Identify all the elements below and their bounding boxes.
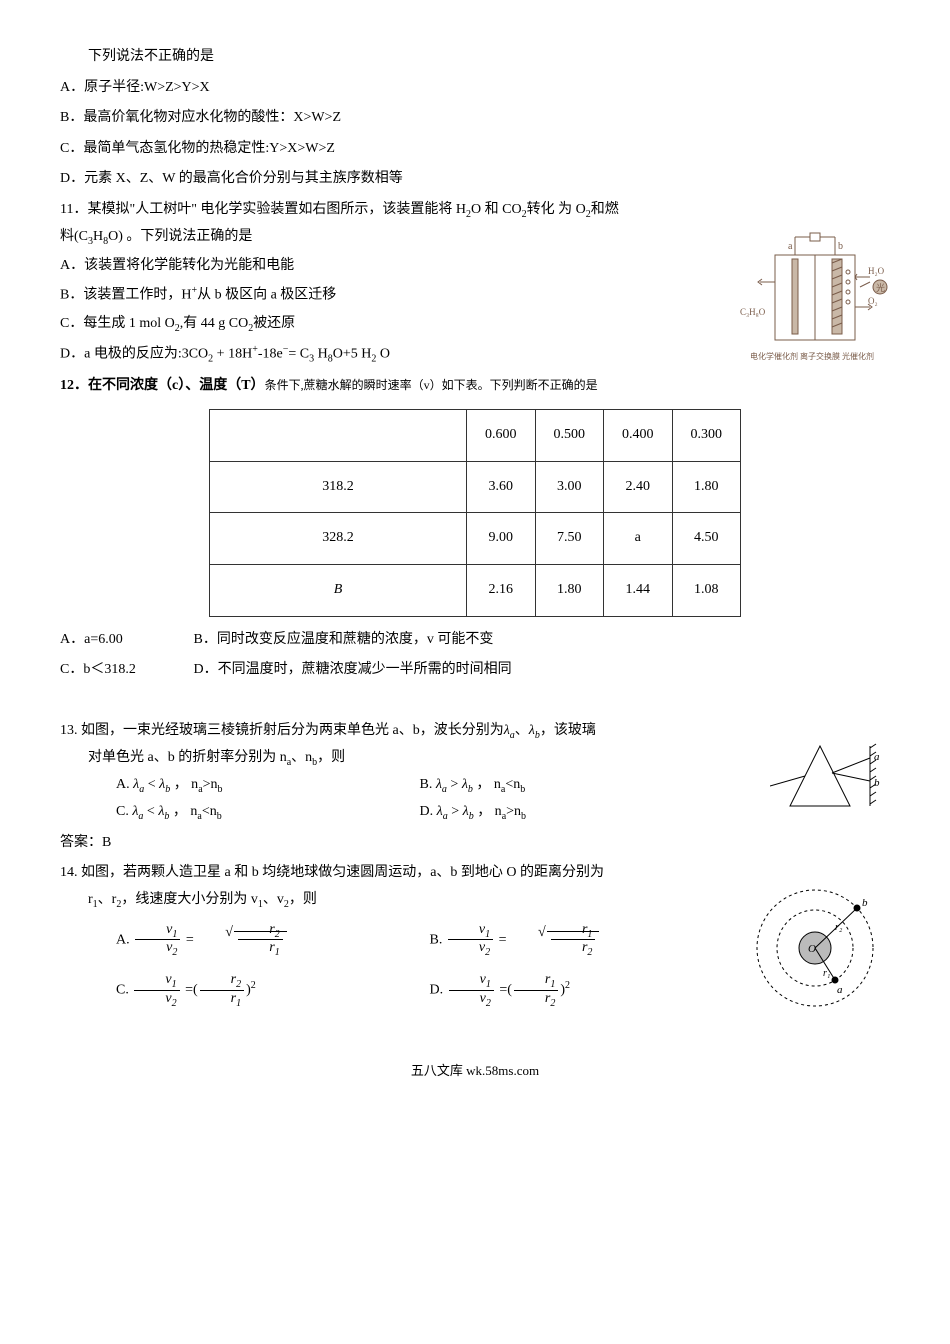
- q14-diagram: O a b r₁ r₂: [755, 878, 890, 1013]
- q13-answer: 答案：B: [60, 830, 890, 857]
- q12-options-row1: A．a=6.00 B．同时改变反应温度和蔗糖的浓度，v 可能不变: [60, 627, 890, 654]
- table-header-row: 0.600 0.500 0.400 0.300: [210, 410, 741, 462]
- svg-text:H₂O: H₂O: [868, 266, 885, 276]
- q10-stem: 下列说法不正确的是: [60, 44, 890, 71]
- q13-stem-l2: 对单色光 a、b 的折射率分别为 na、nb，则: [60, 745, 890, 772]
- svg-text:光: 光: [876, 282, 885, 293]
- q10-option-c: C．最简单气态氢化物的热稳定性:Y>X>W>Z: [60, 136, 890, 163]
- svg-text:a: a: [874, 751, 880, 763]
- q13-block: 13. 如图，一束光经玻璃三棱镜折射后分为两束单色光 a、b，波长分别为λa、λ…: [60, 718, 890, 825]
- page-footer: 五八文库 wk.58ms.com: [60, 1059, 890, 1084]
- q11-diagram: a b C₃H₈O H₂O O₂: [740, 227, 890, 367]
- svg-text:r₁: r₁: [823, 968, 830, 979]
- q12-table: 0.600 0.500 0.400 0.300 318.2 3.60 3.00 …: [209, 409, 741, 616]
- q13-diagram: a b: [770, 736, 890, 826]
- q10-option-d: D．元素 X、Z、W 的最高化合价分别与其主族序数相等: [60, 166, 890, 193]
- q13-stem-l1: 13. 如图，一束光经玻璃三棱镜折射后分为两束单色光 a、b，波长分别为λa、λ…: [60, 718, 890, 745]
- svg-text:b: b: [862, 897, 868, 909]
- svg-text:r₂: r₂: [835, 922, 843, 933]
- q11-diagram-caption: 电化学催化剂 离子交换膜 光催化剂: [750, 351, 874, 361]
- q11-block: 11．某模拟"人工树叶" 电化学实验装置如右图所示，该装置能将 H2O 和 CO…: [60, 197, 890, 369]
- svg-text:O: O: [808, 943, 816, 955]
- q12-options-row2: C．b＜318.2 D．不同温度时，蔗糖浓度减少一半所需的时间相同: [60, 657, 890, 684]
- svg-text:b: b: [874, 777, 880, 789]
- q11-stem-line1: 11．某模拟"人工树叶" 电化学实验装置如右图所示，该装置能将 H2O 和 CO…: [60, 197, 890, 224]
- table-row: 318.2 3.60 3.00 2.40 1.80: [210, 461, 741, 513]
- svg-text:O₂: O₂: [868, 296, 878, 306]
- svg-text:a: a: [837, 984, 843, 996]
- table-row: B 2.16 1.80 1.44 1.08: [210, 565, 741, 617]
- q10-option-a: A．原子半径:W>Z>Y>X: [60, 75, 890, 102]
- q12-stem: 12．在不同浓度（c）、温度（T）条件下,蔗糖水解的瞬时速率（v）如下表。下列判…: [60, 373, 890, 400]
- q11-label-a: a: [788, 241, 793, 252]
- q13-options-row1: A. λa < λb ， na>nb B. λa > λb ， na<nb: [60, 772, 890, 799]
- q14-block: 14. 如图，若两颗人造卫星 a 和 b 均绕地球做匀速圆周运动，a、b 到地心…: [60, 860, 890, 1009]
- q11-label-b: b: [838, 241, 843, 252]
- table-row: 328.2 9.00 7.50 a 4.50: [210, 513, 741, 565]
- q10-option-b: B．最高价氧化物对应水化物的酸性：X>W>Z: [60, 105, 890, 132]
- svg-text:C₃H₈O: C₃H₈O: [740, 307, 766, 317]
- q13-options-row2: C. λa < λb ， na<nb D. λa > λb ， na>nb: [60, 799, 890, 826]
